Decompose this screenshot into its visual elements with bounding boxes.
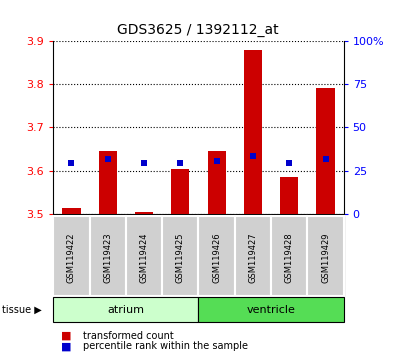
Text: GSM119424: GSM119424 bbox=[139, 232, 149, 282]
Bar bbox=[280, 177, 298, 214]
Bar bbox=[235, 216, 271, 296]
Bar bbox=[99, 151, 117, 214]
Bar bbox=[271, 216, 307, 296]
Text: GSM119425: GSM119425 bbox=[176, 232, 185, 282]
Bar bbox=[53, 297, 199, 322]
Text: GDS3625 / 1392112_at: GDS3625 / 1392112_at bbox=[117, 23, 278, 37]
Bar bbox=[162, 216, 199, 296]
Text: GSM119422: GSM119422 bbox=[67, 232, 76, 282]
Bar bbox=[199, 297, 344, 322]
Bar bbox=[126, 216, 162, 296]
Text: GSM119428: GSM119428 bbox=[285, 232, 294, 283]
Bar bbox=[62, 208, 81, 214]
Bar bbox=[53, 216, 90, 296]
Bar bbox=[244, 50, 262, 214]
Text: tissue ▶: tissue ▶ bbox=[2, 305, 42, 315]
Bar bbox=[316, 87, 335, 214]
Text: GSM119429: GSM119429 bbox=[321, 232, 330, 282]
Bar bbox=[171, 169, 190, 214]
Text: transformed count: transformed count bbox=[83, 331, 174, 341]
Text: GSM119423: GSM119423 bbox=[103, 232, 112, 283]
Text: GSM119427: GSM119427 bbox=[248, 232, 258, 283]
Bar bbox=[90, 216, 126, 296]
Bar bbox=[207, 151, 226, 214]
Text: ventricle: ventricle bbox=[246, 305, 295, 315]
Text: percentile rank within the sample: percentile rank within the sample bbox=[83, 341, 248, 351]
Bar bbox=[307, 216, 344, 296]
Bar bbox=[135, 212, 153, 214]
Bar bbox=[199, 216, 235, 296]
Text: ■: ■ bbox=[61, 341, 72, 351]
Text: GSM119426: GSM119426 bbox=[212, 232, 221, 283]
Text: atrium: atrium bbox=[107, 305, 145, 315]
Text: ■: ■ bbox=[61, 331, 72, 341]
